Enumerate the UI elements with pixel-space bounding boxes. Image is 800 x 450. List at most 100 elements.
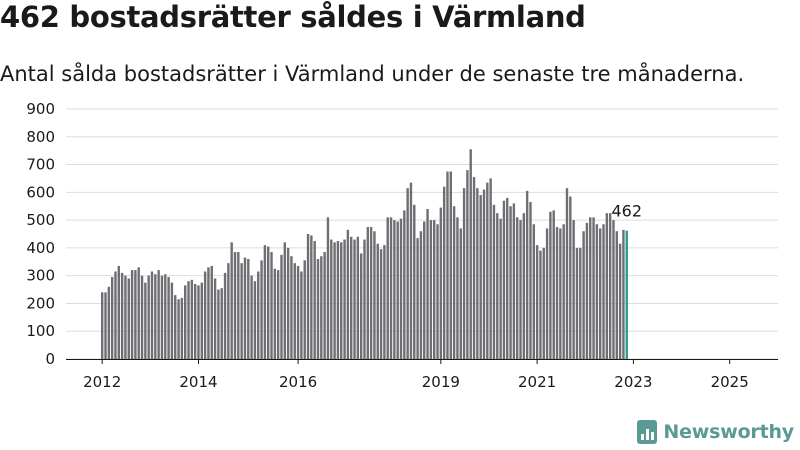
bar bbox=[552, 210, 555, 359]
y-tick-label: 200 bbox=[26, 294, 55, 312]
y-tick-label: 0 bbox=[45, 350, 55, 368]
x-tick-label: 2019 bbox=[422, 373, 460, 391]
bar bbox=[599, 228, 602, 359]
bar bbox=[462, 188, 466, 359]
bar bbox=[110, 277, 114, 359]
bar bbox=[363, 239, 366, 359]
x-tick-label: 2014 bbox=[179, 373, 217, 391]
bar bbox=[101, 292, 104, 359]
bar bbox=[144, 282, 147, 359]
x-tick-label: 2012 bbox=[83, 373, 121, 391]
bar bbox=[519, 220, 522, 359]
bar bbox=[104, 292, 107, 359]
bar bbox=[369, 227, 373, 359]
bar bbox=[154, 274, 157, 359]
bar bbox=[333, 242, 336, 359]
bar bbox=[366, 227, 369, 359]
bar bbox=[622, 229, 625, 359]
bar bbox=[522, 213, 526, 359]
bar bbox=[525, 190, 529, 359]
x-tick-label: 2023 bbox=[614, 373, 652, 391]
bar bbox=[140, 275, 144, 359]
bar bbox=[233, 252, 237, 359]
bar bbox=[147, 275, 150, 359]
latest-value-label: 462 bbox=[611, 202, 642, 221]
bar bbox=[343, 239, 346, 359]
bar bbox=[290, 256, 293, 359]
bar bbox=[466, 170, 469, 359]
bar bbox=[247, 259, 250, 359]
bar bbox=[303, 260, 306, 359]
y-tick-label: 800 bbox=[26, 128, 55, 146]
bar bbox=[207, 267, 210, 359]
bar bbox=[117, 265, 120, 359]
y-tick-label: 700 bbox=[26, 156, 55, 174]
annotations: 462 bbox=[611, 202, 642, 221]
bar bbox=[535, 245, 539, 359]
x-tick-label: 2016 bbox=[279, 373, 317, 391]
bar bbox=[164, 274, 167, 359]
chart-subtitle: Antal sålda bostadsrätter i Värmland und… bbox=[0, 62, 745, 86]
bar bbox=[615, 231, 618, 359]
bar bbox=[499, 218, 502, 359]
bar bbox=[383, 245, 386, 359]
bar bbox=[130, 270, 134, 359]
bar bbox=[612, 220, 615, 359]
bar bbox=[562, 224, 565, 359]
bar bbox=[608, 213, 612, 359]
bar bbox=[137, 267, 140, 359]
bar bbox=[436, 224, 439, 359]
bar bbox=[429, 220, 433, 359]
chart-title: 462 bostadsrätter såldes i Värmland bbox=[0, 0, 586, 34]
bar bbox=[549, 211, 552, 359]
bar bbox=[559, 228, 562, 359]
bar bbox=[482, 189, 486, 359]
bar bbox=[187, 281, 190, 359]
bar bbox=[532, 224, 535, 359]
bar bbox=[350, 236, 353, 359]
bar bbox=[575, 247, 579, 359]
bar bbox=[496, 213, 499, 359]
bar bbox=[124, 275, 127, 359]
bar bbox=[572, 220, 575, 359]
bar bbox=[150, 271, 154, 359]
bar bbox=[512, 203, 516, 359]
bar bbox=[419, 231, 423, 359]
bar bbox=[276, 270, 280, 359]
bar bbox=[280, 254, 283, 359]
bar bbox=[426, 209, 429, 359]
bar bbox=[403, 210, 406, 359]
x-tick-label: 2021 bbox=[518, 373, 556, 391]
bar bbox=[396, 221, 399, 359]
bar bbox=[167, 277, 170, 359]
bar bbox=[506, 197, 509, 359]
bar bbox=[469, 149, 472, 359]
bar bbox=[459, 228, 462, 359]
bar bbox=[336, 240, 340, 359]
bar bbox=[605, 213, 609, 359]
bar bbox=[316, 259, 320, 359]
bar bbox=[353, 239, 356, 359]
bar bbox=[585, 222, 589, 359]
bar bbox=[227, 263, 230, 359]
bar bbox=[184, 285, 187, 359]
bar bbox=[263, 245, 267, 359]
bar bbox=[114, 271, 117, 359]
bar bbox=[193, 284, 197, 359]
bar bbox=[376, 243, 379, 359]
bar bbox=[273, 268, 277, 359]
bar bbox=[320, 256, 323, 359]
bar bbox=[250, 275, 253, 359]
bar bbox=[565, 188, 569, 359]
x-tick-label: 2025 bbox=[711, 373, 749, 391]
bar bbox=[516, 217, 519, 359]
bar bbox=[203, 271, 207, 359]
bar bbox=[127, 278, 130, 359]
bar bbox=[439, 207, 443, 359]
bar bbox=[270, 252, 273, 359]
bar bbox=[257, 271, 260, 359]
bars bbox=[101, 149, 628, 359]
bar bbox=[393, 220, 396, 359]
bar bbox=[356, 236, 360, 359]
y-tick-label: 600 bbox=[26, 183, 55, 201]
